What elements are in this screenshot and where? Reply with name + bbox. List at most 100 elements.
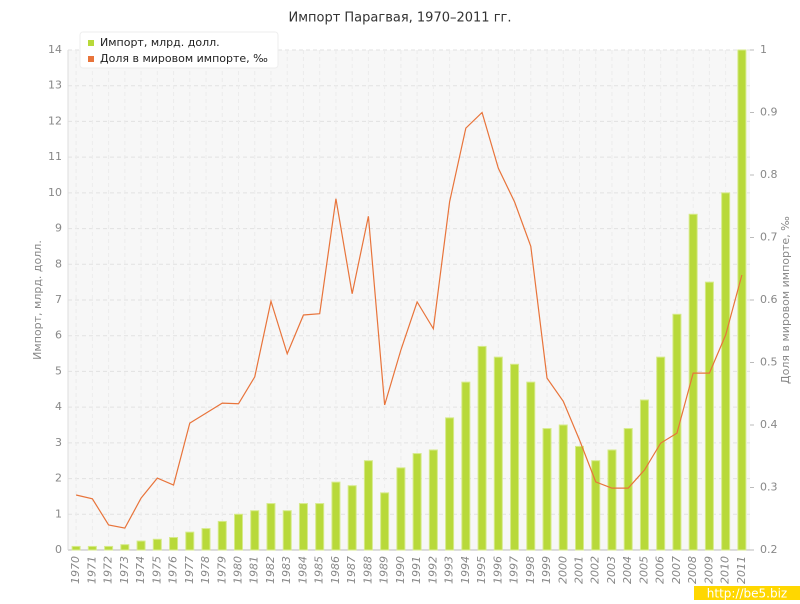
y-axis-title: Импорт, млрд. долл. [31,240,44,360]
bar [282,510,292,551]
bar [428,449,438,551]
x-tick-label: 1981 [248,556,261,584]
bar [234,513,243,551]
y2-tick-label: 0.6 [760,293,778,306]
bar [493,356,503,551]
x-tick-label: 1982 [264,556,277,584]
x-tick-label: 1980 [232,556,245,584]
legend-label: Импорт, млрд. долл. [100,36,220,49]
y2-tick-label: 1 [760,43,767,56]
legend-box [79,31,279,69]
x-tick-label: 2007 [670,556,683,584]
x-tick-label: 1996 [491,556,504,584]
x-tick-label: 1985 [313,556,326,584]
bar [558,424,568,551]
bar [136,540,146,551]
bar [347,485,357,551]
y-tick-label: 2 [55,472,62,485]
y2-tick-label: 0.8 [760,168,778,181]
bar [380,492,390,551]
y2-tick-label: 0.2 [760,543,778,556]
bar [656,356,666,551]
x-tick-label: 2005 [637,556,650,584]
bar [87,545,97,551]
x-tick-label: 1971 [85,556,98,584]
y-tick-label: 9 [55,222,62,235]
x-tick-label: 1988 [361,556,374,584]
y2-tick-label: 0.3 [760,481,778,494]
x-tick-label: 1999 [540,556,553,584]
bar [250,510,260,551]
x-tick-label: 1973 [118,556,131,584]
bar [71,545,81,551]
y-tick-label: 1 [55,507,62,520]
x-tick-label: 1994 [459,556,472,584]
x-tick-label: 1998 [524,556,537,584]
x-tick-label: 2000 [556,556,569,584]
x-tick-label: 2009 [702,556,715,584]
x-tick-label: 1987 [345,556,358,584]
x-tick-label: 1977 [183,556,196,584]
bar [704,281,714,551]
bar [477,345,487,551]
bar [575,445,584,551]
y2-tick-label: 0.5 [760,356,778,369]
y-tick-label: 12 [48,114,62,127]
bar [688,213,698,551]
bar [623,428,633,551]
y-tick-label: 10 [48,186,62,199]
y-tick-label: 11 [48,150,62,163]
y-tick-label: 14 [48,43,62,56]
x-tick-label: 2003 [605,556,618,584]
bar [331,481,341,551]
x-tick-label: 1986 [329,556,342,584]
bar [526,381,536,551]
bar [266,503,276,551]
bar [721,192,731,551]
bar [445,417,455,551]
y-tick-label: 6 [55,329,62,342]
x-tick-label: 1984 [296,556,309,584]
watermark-bg [694,586,800,600]
y-tick-label: 5 [55,364,62,377]
bar [412,453,422,551]
y2-tick-label: 0.7 [760,231,778,244]
line [75,111,743,529]
bar [217,520,227,551]
x-tick-label: 1992 [426,556,439,584]
bar [639,399,649,551]
x-tick-label: 1997 [508,556,521,584]
y2-tick-label: 0.9 [760,106,778,119]
x-tick-label: 2008 [686,556,699,584]
x-tick-label: 2001 [573,556,586,584]
x-tick-label: 1970 [69,556,82,584]
x-tick-label: 1990 [394,556,407,584]
x-tick-label: 2002 [589,556,602,584]
bar [396,467,406,551]
x-tick-label: 1993 [443,556,456,584]
x-tick-label: 1974 [134,556,147,584]
bar [737,49,747,551]
y-tick-label: 8 [55,257,62,270]
x-tick-label: 1978 [199,556,212,584]
x-tick-label: 2010 [719,556,732,584]
x-tick-label: 1995 [475,556,488,584]
x-tick-label: 1983 [280,556,293,584]
y2-axis-title: Доля в мировом импорте, ‰ [779,216,792,384]
x-tick-label: 1991 [410,556,423,584]
x-tick-label: 1972 [102,556,115,584]
bar [298,503,308,551]
x-tick-label: 1976 [167,556,180,584]
bar [201,528,211,551]
chart-title: Импорт Парагвая, 1970–2011 гг. [288,11,511,26]
bar [510,363,520,551]
y-tick-label: 7 [55,293,62,306]
bar [315,503,325,551]
bar [185,531,195,551]
y-tick-label: 3 [55,436,62,449]
y-tick-label: 0 [55,543,62,556]
bar [120,544,130,551]
y2-tick-label: 0.4 [760,418,778,431]
x-tick-label: 1975 [150,556,163,584]
